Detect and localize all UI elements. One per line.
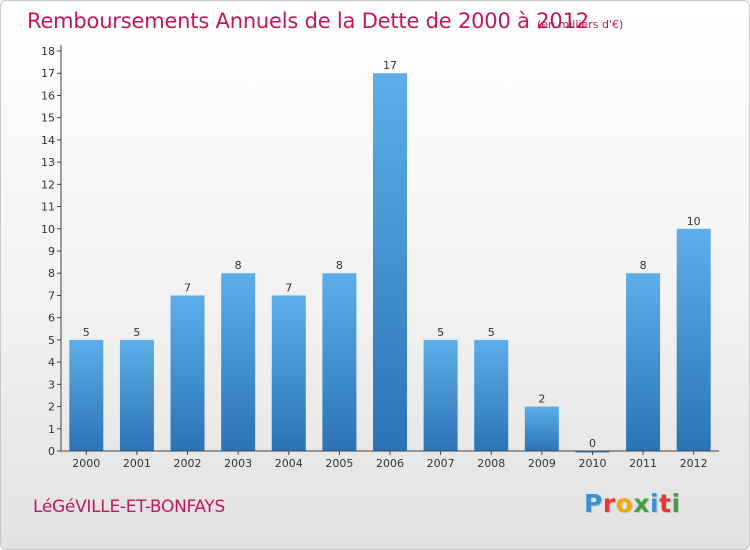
y-tick-label: 3: [48, 378, 55, 391]
y-tick-label: 9: [48, 245, 55, 258]
bar-2008: [474, 339, 509, 451]
value-label-2008: 5: [488, 326, 495, 339]
y-tick-label: 7: [48, 289, 55, 302]
bar-2006: [373, 73, 407, 451]
y-tick-label: 11: [41, 201, 55, 214]
unit-label: (en milliers d'€): [537, 18, 624, 31]
y-tick-label: 15: [41, 112, 55, 125]
value-label-2012: 10: [687, 215, 701, 228]
value-label-2009: 2: [538, 393, 545, 406]
bar-2002: [170, 295, 205, 451]
y-tick-label: 4: [48, 356, 55, 369]
bar-2003: [221, 273, 256, 451]
value-label-2010: 0: [589, 437, 596, 450]
y-tick-label: 13: [41, 156, 55, 169]
y-tick-label: 18: [41, 45, 55, 58]
x-tick-label-2006: 2006: [376, 457, 404, 470]
x-tick-label-2010: 2010: [578, 457, 606, 470]
logo-letter: o: [615, 489, 634, 518]
y-tick-label: 10: [41, 223, 55, 236]
commune-name: LéGéVILLE-ET-BONFAYS: [33, 497, 225, 517]
value-label-2003: 8: [235, 259, 242, 272]
value-label-2002: 7: [184, 281, 191, 294]
value-label-2011: 8: [640, 259, 647, 272]
value-label-2001: 5: [133, 326, 140, 339]
bar-2011: [626, 273, 661, 451]
x-axis: 2000 2001 2002 2003 2004 2005 2006 2007 2008 2009…: [61, 450, 719, 470]
x-tick-label-2007: 2007: [427, 457, 455, 470]
x-tick-label-2000: 2000: [72, 457, 100, 470]
bar-2001: [119, 339, 154, 451]
x-tick-label-2003: 2003: [224, 457, 252, 470]
bars: 5 5 7 8 7 8 17 5 5 2 0 8 10: [69, 59, 711, 453]
y-tick-label: 17: [41, 67, 55, 80]
x-tick-label-2009: 2009: [528, 457, 556, 470]
value-label-2007: 5: [437, 326, 444, 339]
logo-letter: i: [650, 489, 660, 518]
y-tick-label: 5: [48, 334, 55, 347]
bar-2004: [271, 295, 306, 451]
x-tick-label-2005: 2005: [325, 457, 353, 470]
value-label-2005: 8: [336, 259, 343, 272]
logo-letter: i: [671, 489, 681, 518]
y-tick-label: 8: [48, 267, 55, 280]
bar-2012: [676, 228, 711, 451]
x-tick-label-2004: 2004: [275, 457, 303, 470]
bar-2009: [524, 406, 559, 451]
value-label-2004: 7: [285, 281, 292, 294]
y-tick-label: 14: [41, 134, 55, 147]
y-tick-label: 2: [48, 401, 55, 414]
y-tick-label: 16: [41, 89, 55, 102]
y-tick-label: 6: [48, 312, 55, 325]
bar-2005: [322, 273, 357, 451]
logo-letter: t: [659, 489, 672, 518]
x-tick-label-2001: 2001: [123, 457, 151, 470]
x-tick-label-2012: 2012: [680, 457, 708, 470]
logo-letter: r: [602, 489, 616, 518]
y-tick-label: 12: [41, 178, 55, 191]
x-tick-label-2008: 2008: [477, 457, 505, 470]
proxiti-logo: Proxiti: [584, 489, 681, 518]
y-tick-label: 0: [48, 445, 55, 458]
y-tick-label: 1: [48, 423, 55, 436]
chart-title: Remboursements Annuels de la Dette de 20…: [27, 9, 589, 33]
x-tick-label-2011: 2011: [629, 457, 657, 470]
value-label-2000: 5: [83, 326, 90, 339]
bar-2000: [69, 339, 104, 451]
x-tick-label-2002: 2002: [174, 457, 202, 470]
logo-letter: x: [633, 489, 650, 518]
value-label-2006: 17: [383, 59, 397, 72]
logo-letter: P: [584, 489, 603, 518]
bar-2007: [423, 339, 458, 451]
